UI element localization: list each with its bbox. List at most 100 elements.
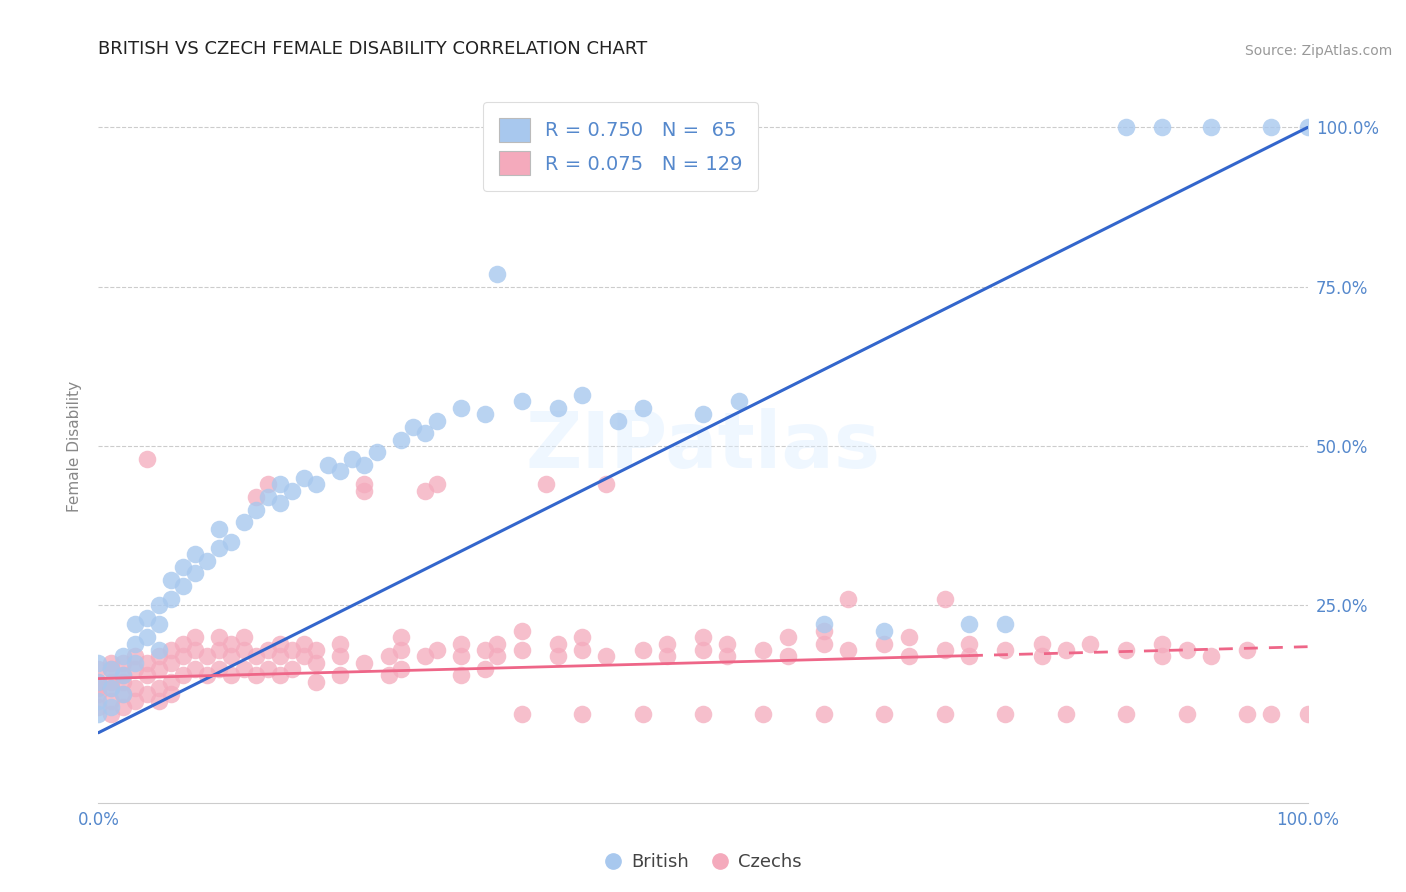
Point [195,649,218,664]
Point [269,649,291,664]
Point [547,636,569,650]
Point [1078,636,1101,650]
Point [377,668,399,682]
Point [813,624,835,638]
Point [353,477,375,491]
Point [184,547,207,561]
Point [1115,706,1137,721]
Point [87,688,110,702]
Point [160,573,183,587]
Point [221,649,243,664]
Point [172,668,194,682]
Point [607,413,630,427]
Point [184,630,207,644]
Point [1199,649,1222,664]
Point [571,388,593,402]
Point [111,674,134,689]
Point [221,636,243,650]
Point [124,656,146,670]
Point [776,649,799,664]
Point [655,636,678,650]
Point [595,477,617,491]
Point [486,636,509,650]
Point [305,477,328,491]
Point [873,706,896,721]
Point [111,668,134,682]
Point [837,643,859,657]
Point [716,649,738,664]
Point [269,477,291,491]
Text: ZIPatlas: ZIPatlas [526,408,880,484]
Point [957,617,980,632]
Point [366,445,388,459]
Point [256,662,278,676]
Text: Source: ZipAtlas.com: Source: ZipAtlas.com [1244,44,1392,58]
Point [595,649,617,664]
Point [486,267,509,281]
Point [232,630,254,644]
Point [160,688,183,702]
Point [655,649,678,664]
Point [87,706,110,721]
Point [1115,120,1137,135]
Point [510,624,533,638]
Point [221,534,243,549]
Point [1175,643,1198,657]
Point [172,560,194,574]
Point [1054,706,1077,721]
Point [256,490,278,504]
Point [329,649,352,664]
Point [873,636,896,650]
Point [1115,643,1137,657]
Point [124,662,146,676]
Point [172,649,194,664]
Point [208,541,231,555]
Point [135,611,157,625]
Point [1152,120,1174,135]
Point [148,649,170,664]
Point [450,636,472,650]
Point [232,516,254,530]
Point [571,630,593,644]
Point [426,477,449,491]
Point [897,630,920,644]
Point [329,668,352,682]
Point [776,630,799,644]
Point [305,674,328,689]
Point [245,649,267,664]
Point [1031,636,1053,650]
Point [873,624,896,638]
Point [281,483,304,498]
Point [232,662,254,676]
Point [1175,706,1198,721]
Point [160,643,183,657]
Point [245,502,267,516]
Point [1236,643,1258,657]
Point [1152,636,1174,650]
Point [389,662,412,676]
Point [111,688,134,702]
Point [813,617,835,632]
Point [389,630,412,644]
Point [148,617,170,632]
Point [148,681,170,695]
Point [547,649,569,664]
Point [389,433,412,447]
Point [281,643,304,657]
Point [486,649,509,664]
Point [172,636,194,650]
Point [160,656,183,670]
Point [994,643,1017,657]
Point [269,668,291,682]
Point [245,668,267,682]
Point [353,656,375,670]
Point [160,674,183,689]
Point [135,451,157,466]
Point [1236,706,1258,721]
Point [510,394,533,409]
Point [195,668,218,682]
Point [172,579,194,593]
Point [292,649,315,664]
Point [124,681,146,695]
Point [692,706,714,721]
